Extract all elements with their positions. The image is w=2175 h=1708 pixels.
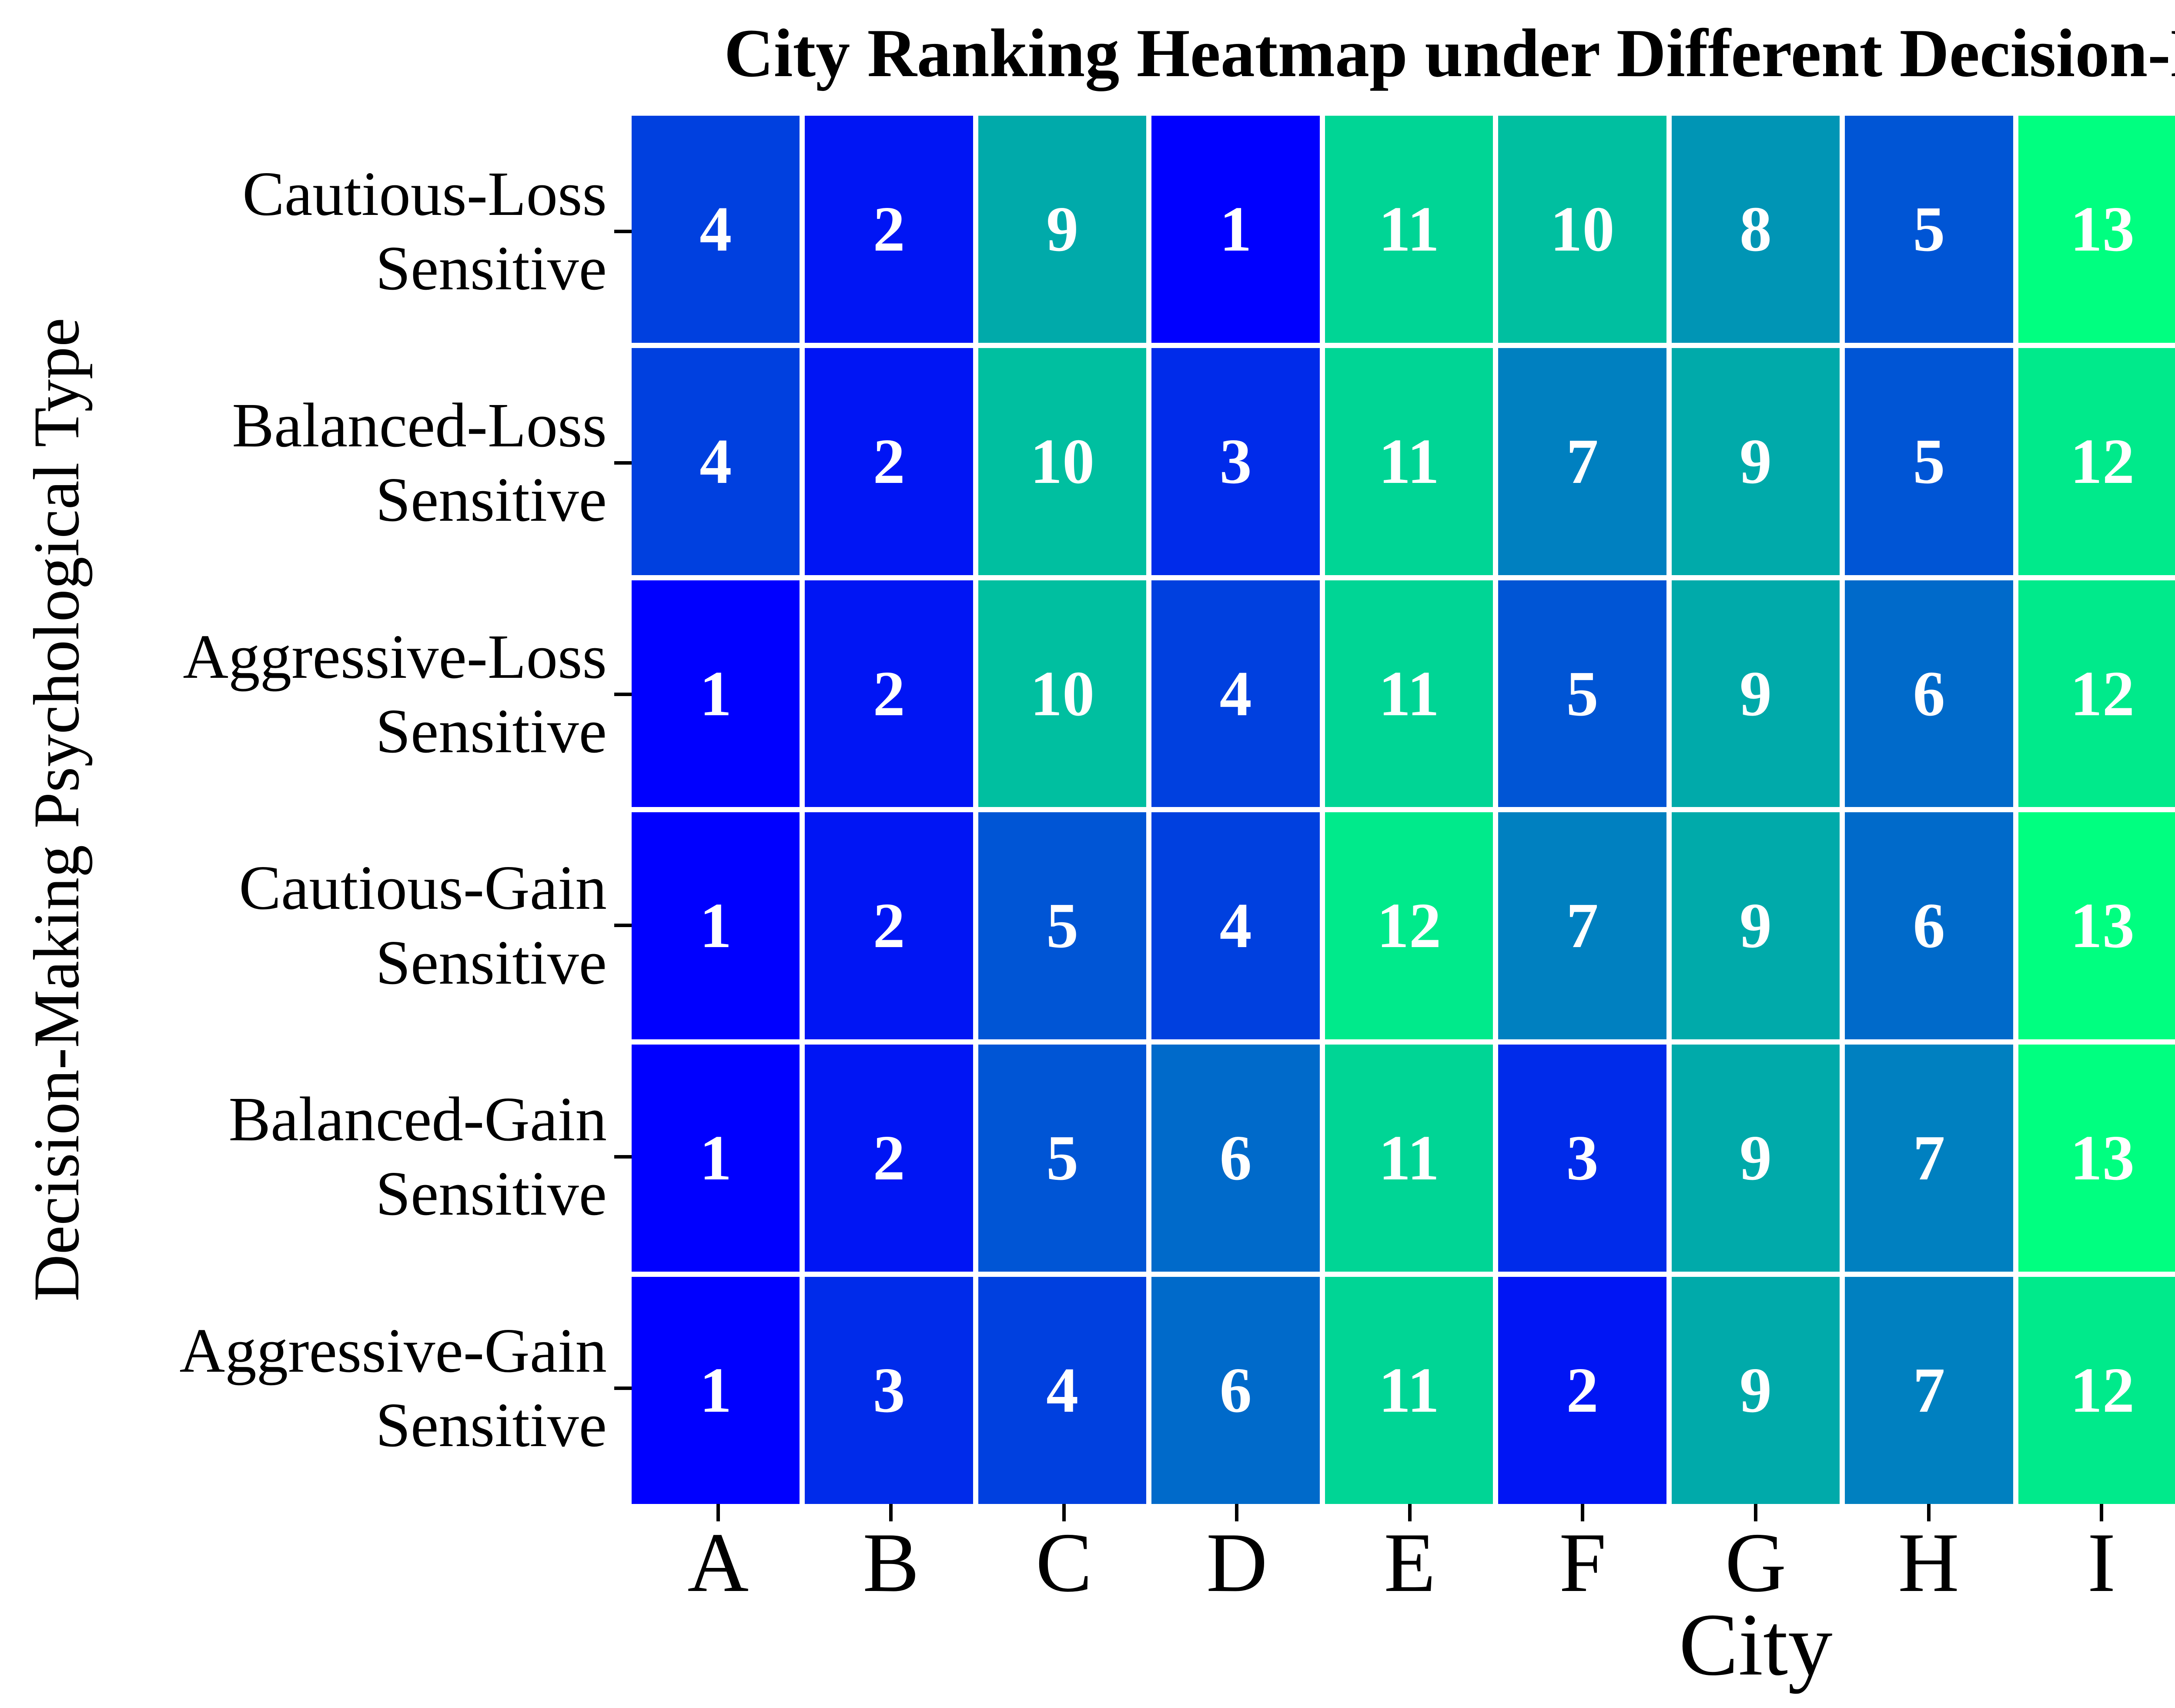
col-label: E bbox=[1384, 1516, 1436, 1610]
col-label: A bbox=[687, 1516, 749, 1610]
heatmap-cell: 3 bbox=[805, 1277, 973, 1504]
heatmap-cell: 9 bbox=[1671, 1045, 1840, 1272]
heatmap-cell: 1 bbox=[1151, 116, 1320, 343]
heatmap-cell: 9 bbox=[1671, 580, 1840, 807]
heatmap-cell: 11 bbox=[1325, 348, 1493, 575]
heatmap-cell: 7 bbox=[1498, 348, 1666, 575]
row-label: Aggressive-Loss Sensitive bbox=[183, 622, 607, 766]
x-tick bbox=[1408, 1504, 1412, 1521]
row-label: Balanced-Gain Sensitive bbox=[228, 1085, 607, 1229]
x-tick bbox=[1754, 1504, 1757, 1521]
heatmap-cell: 7 bbox=[1845, 1045, 2013, 1272]
x-tick bbox=[1927, 1504, 1931, 1521]
heatmap-cell: 6 bbox=[1151, 1045, 1320, 1272]
heatmap-cell: 2 bbox=[1498, 1277, 1666, 1504]
col-label: B bbox=[863, 1516, 920, 1610]
heatmap-cell: 3 bbox=[1151, 348, 1320, 575]
heatmap-cell: 5 bbox=[978, 1045, 1147, 1272]
heatmap-cell: 5 bbox=[1845, 116, 2013, 343]
heatmap-cell: 2 bbox=[805, 1045, 973, 1272]
heatmap-cell: 12 bbox=[2018, 348, 2175, 575]
heatmap-cell: 10 bbox=[978, 348, 1147, 575]
y-axis-label: Decision-Making Psychological Type bbox=[20, 318, 93, 1302]
heatmap-cell: 2 bbox=[805, 348, 973, 575]
heatmap-cell: 8 bbox=[1671, 116, 1840, 343]
x-tick bbox=[2100, 1504, 2104, 1521]
heatmap-cell: 13 bbox=[2018, 116, 2175, 343]
heatmap-cell: 5 bbox=[1845, 348, 2013, 575]
x-tick bbox=[716, 1504, 720, 1521]
row-label: Cautious-Loss Sensitive bbox=[242, 159, 607, 303]
heatmap-cell: 13 bbox=[2018, 812, 2175, 1040]
heatmap-cell: 6 bbox=[1845, 812, 2013, 1040]
heatmap-cell: 9 bbox=[978, 116, 1147, 343]
heatmap-cell: 11 bbox=[1325, 1277, 1493, 1504]
heatmap-cell: 5 bbox=[978, 812, 1147, 1040]
y-tick bbox=[614, 924, 632, 928]
heatmap-cell: 9 bbox=[1671, 348, 1840, 575]
heatmap-cell: 11 bbox=[1325, 1045, 1493, 1272]
heatmap-cell: 6 bbox=[1151, 1277, 1320, 1504]
heatmap-cell: 2 bbox=[805, 580, 973, 807]
col-label: H bbox=[1898, 1516, 1959, 1610]
heatmap-cell: 3 bbox=[1498, 1045, 1666, 1272]
x-tick bbox=[1062, 1504, 1066, 1521]
y-tick bbox=[614, 692, 632, 696]
y-tick bbox=[614, 1386, 632, 1390]
x-tick bbox=[889, 1504, 893, 1521]
heatmap-cell: 4 bbox=[632, 348, 800, 575]
heatmap-cell: 4 bbox=[1151, 812, 1320, 1040]
heatmap-cell: 9 bbox=[1671, 1277, 1840, 1504]
heatmap-cell: 10 bbox=[978, 580, 1147, 807]
y-tick bbox=[614, 1155, 632, 1159]
heatmap-cell: 13 bbox=[2018, 1045, 2175, 1272]
heatmap-cell: 1 bbox=[632, 812, 800, 1040]
heatmap-cell: 4 bbox=[632, 116, 800, 343]
heatmap-cell: 6 bbox=[1845, 580, 2013, 807]
heatmap-cell: 7 bbox=[1845, 1277, 2013, 1504]
col-label: D bbox=[1206, 1516, 1268, 1610]
chart-title: City Ranking Heatmap under Different Dec… bbox=[724, 15, 2175, 91]
heatmap-grid: 4291111085136712342103117951268131121041… bbox=[632, 116, 2175, 1504]
heatmap-cell: 7 bbox=[1498, 812, 1666, 1040]
heatmap-cell: 12 bbox=[1325, 812, 1493, 1040]
heatmap-cell: 2 bbox=[805, 812, 973, 1040]
x-tick bbox=[1581, 1504, 1585, 1521]
col-label: G bbox=[1725, 1516, 1787, 1610]
row-label: Aggressive-Gain Sensitive bbox=[179, 1316, 607, 1460]
row-label: Cautious-Gain Sensitive bbox=[239, 853, 607, 998]
x-axis-label: City bbox=[1679, 1595, 1833, 1694]
heatmap-cell: 10 bbox=[1498, 116, 1666, 343]
col-label: I bbox=[2087, 1516, 2116, 1610]
heatmap-cell: 11 bbox=[1325, 580, 1493, 807]
y-tick bbox=[614, 229, 632, 233]
heatmap-cell: 1 bbox=[632, 1277, 800, 1504]
heatmap-cell: 1 bbox=[632, 1045, 800, 1272]
heatmap-cell: 12 bbox=[2018, 1277, 2175, 1504]
heatmap-cell: 4 bbox=[1151, 580, 1320, 807]
col-label: C bbox=[1035, 1516, 1092, 1610]
x-tick bbox=[1235, 1504, 1239, 1521]
heatmap-cell: 5 bbox=[1498, 580, 1666, 807]
heatmap-cell: 1 bbox=[632, 580, 800, 807]
heatmap-cell: 12 bbox=[2018, 580, 2175, 807]
heatmap-cell: 11 bbox=[1325, 116, 1493, 343]
heatmap-cell: 9 bbox=[1671, 812, 1840, 1040]
row-label: Balanced-Loss Sensitive bbox=[232, 390, 607, 535]
heatmap-cell: 2 bbox=[805, 116, 973, 343]
y-tick bbox=[614, 461, 632, 465]
heatmap-cell: 4 bbox=[978, 1277, 1147, 1504]
col-label: F bbox=[1559, 1516, 1606, 1610]
